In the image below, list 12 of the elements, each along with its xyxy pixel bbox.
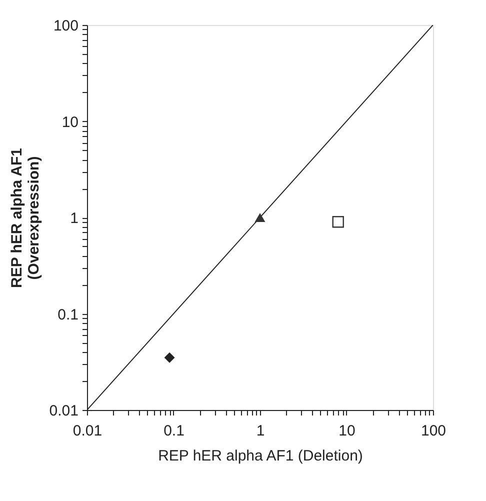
x-tick-label: 1 xyxy=(256,422,265,440)
y-axis-title: REP hER alpha AF1 (Overexpression) xyxy=(8,148,42,288)
x-tick-label: 100 xyxy=(420,422,446,440)
x-tick-label: 0.01 xyxy=(72,422,102,440)
y-tick-label: 10 xyxy=(62,114,78,131)
y-tick-label: 1 xyxy=(70,210,78,227)
x-tick-label: 10 xyxy=(338,422,356,440)
y-tick-label: 0.01 xyxy=(49,402,78,420)
y-tick-label: 100 xyxy=(53,18,78,34)
y-tick-label: 0.1 xyxy=(58,306,78,324)
x-axis-title: REP hER alpha AF1 (Deletion) xyxy=(158,448,363,464)
x-tick-label: 0.1 xyxy=(164,422,184,440)
